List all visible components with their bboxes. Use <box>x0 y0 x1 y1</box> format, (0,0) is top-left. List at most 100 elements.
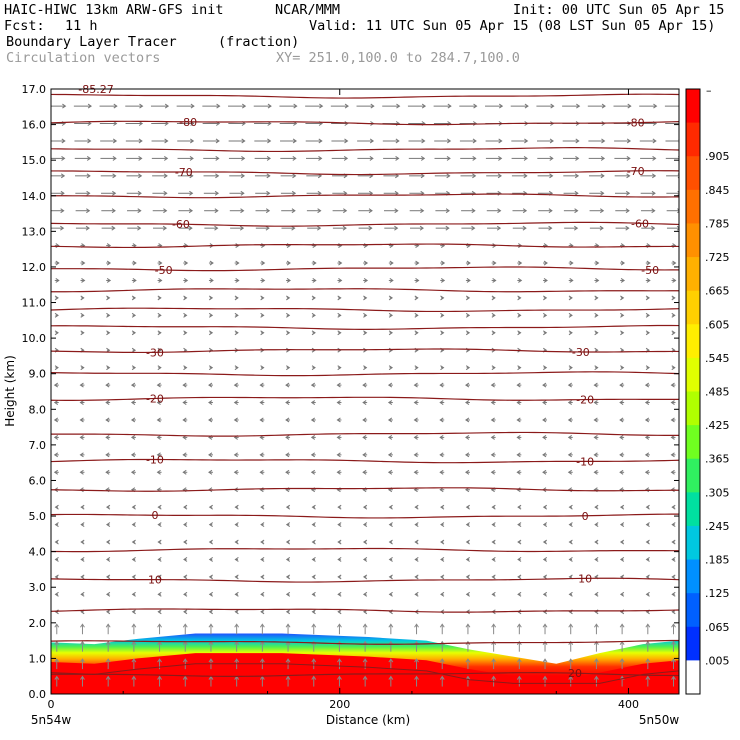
y-tick-label: 11.0 <box>22 297 47 310</box>
vector-head <box>189 190 194 196</box>
vector-head <box>208 469 213 475</box>
vector-head <box>653 103 658 109</box>
vector-head <box>646 260 651 266</box>
vector-head <box>60 208 65 214</box>
wind-vector <box>491 312 496 318</box>
isotherm-line <box>51 170 679 176</box>
wind-vector <box>439 623 445 635</box>
vector-head <box>131 623 137 628</box>
colorbar-swatch <box>686 324 700 359</box>
vector-head <box>182 417 187 423</box>
wind-vector <box>208 609 213 615</box>
vector-head <box>516 400 521 405</box>
cross-section-xy: XY= 251.0,100.0 to 284.7,100.0 <box>276 50 520 66</box>
vector-head <box>311 623 317 628</box>
vector-head <box>79 417 84 423</box>
vector-head <box>188 208 194 214</box>
wind-vector <box>408 155 426 161</box>
vector-head <box>311 330 316 336</box>
wind-vector <box>157 623 162 635</box>
vector-head <box>138 138 143 144</box>
wind-vector <box>568 312 573 318</box>
wind-vector <box>285 623 291 635</box>
colorbar-label: .665 <box>705 285 730 298</box>
vector-head <box>594 365 599 371</box>
wind-vector <box>671 675 676 687</box>
wind-vector <box>54 623 60 635</box>
vector-head <box>131 295 137 301</box>
vector-head <box>440 312 445 318</box>
wind-vector <box>183 539 188 545</box>
vector-head <box>619 452 624 458</box>
vector-head <box>336 434 341 440</box>
wind-vector <box>234 330 239 336</box>
vector-head <box>524 138 529 144</box>
vector-head <box>157 504 162 510</box>
vector-head <box>106 574 111 580</box>
vector-head <box>645 623 651 628</box>
wind-vector <box>183 330 188 336</box>
vector-head <box>310 417 316 423</box>
vector-head <box>86 173 91 179</box>
wind-vector <box>562 103 581 109</box>
vector-head <box>163 208 168 214</box>
wind-vector <box>563 173 580 179</box>
vector-head <box>285 557 291 562</box>
wind-vector <box>357 138 375 144</box>
wind-vector <box>671 640 676 652</box>
wind-vector <box>645 675 651 687</box>
wind-vector <box>130 434 136 440</box>
wind-vector <box>568 640 574 652</box>
vector-head <box>112 138 118 144</box>
vector-head <box>491 504 496 510</box>
contour-line <box>51 608 679 613</box>
vector-head <box>239 225 245 231</box>
wind-vector <box>491 260 497 266</box>
vector-head <box>106 278 112 283</box>
wind-vector <box>414 658 419 670</box>
vector-head <box>293 103 298 109</box>
colorbar-label: .605 <box>705 318 730 331</box>
vector-head <box>542 539 548 545</box>
vector-head <box>542 623 548 628</box>
vector-head <box>362 469 367 475</box>
wind-vector <box>105 675 111 687</box>
vector-head <box>516 623 522 628</box>
wind-vector <box>260 574 265 580</box>
wind-vector <box>594 365 599 371</box>
vector-head <box>285 400 290 405</box>
vector-head <box>567 469 573 475</box>
wind-vector <box>465 434 470 440</box>
colorbar-swatch <box>686 626 700 661</box>
vector-head <box>491 330 496 336</box>
wind-vector <box>517 591 522 597</box>
wind-vector <box>306 155 323 161</box>
vector-head <box>440 539 445 545</box>
vector-head <box>344 138 349 144</box>
wind-vector <box>337 609 342 615</box>
vector-head <box>627 121 632 126</box>
wind-vector <box>512 208 528 214</box>
wind-vector <box>362 675 368 687</box>
vector-head <box>594 295 599 301</box>
vector-head <box>336 469 341 475</box>
x-tick-label: 400 <box>618 698 639 711</box>
plot-frame <box>50 88 680 695</box>
wind-vector <box>208 295 214 301</box>
wind-vector <box>362 557 368 562</box>
wind-vector <box>594 295 599 301</box>
vector-head <box>465 557 470 562</box>
wind-vector <box>100 155 117 161</box>
vector-head <box>465 539 470 545</box>
vector-head <box>568 295 573 301</box>
wind-vector <box>387 434 393 440</box>
isotherm-label: -10 <box>146 453 164 466</box>
wind-vector <box>311 623 317 635</box>
wind-vector <box>80 675 85 687</box>
wind-vector <box>208 522 213 528</box>
vector-head <box>317 190 322 196</box>
vector-head <box>54 330 59 336</box>
vector-head <box>542 469 547 475</box>
vector-head <box>157 591 162 597</box>
wind-vector <box>516 382 522 388</box>
